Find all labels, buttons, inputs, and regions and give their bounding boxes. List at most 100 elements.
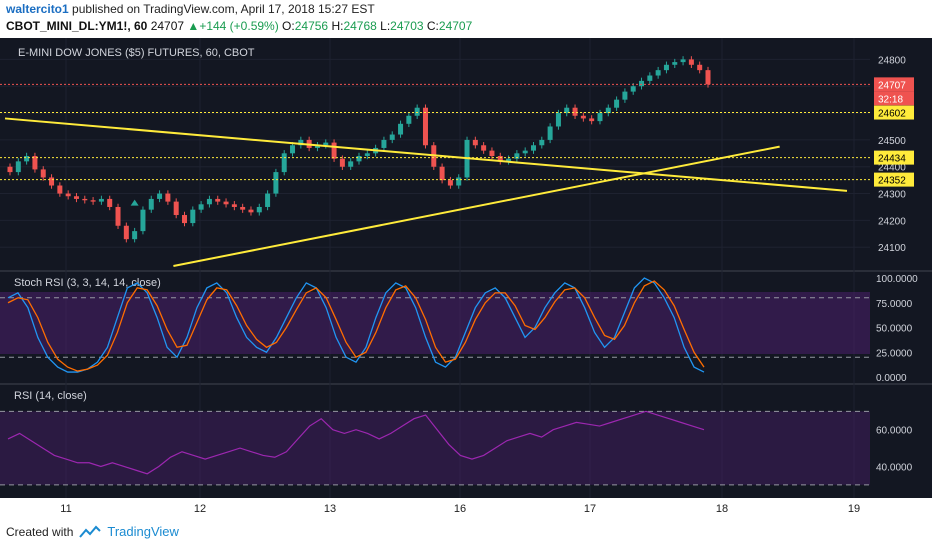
candle	[564, 107, 570, 114]
candle	[215, 198, 221, 202]
open-value: 24756	[294, 19, 329, 33]
candle	[422, 107, 428, 146]
candle	[356, 156, 362, 162]
price-tick-label: 24500	[878, 136, 906, 147]
tradingview-logo-icon	[79, 525, 102, 538]
candle	[290, 145, 296, 154]
candle	[514, 153, 520, 159]
high-label: H:	[331, 19, 344, 33]
x-tick-label: 18	[716, 503, 728, 515]
candle	[414, 107, 420, 116]
candle	[506, 158, 512, 162]
rsi-label: RSI (14, close)	[14, 390, 87, 402]
candle	[73, 196, 79, 199]
candle	[680, 59, 686, 63]
candle	[688, 59, 694, 65]
price-label: 24707	[878, 80, 906, 91]
price-label-box	[874, 150, 914, 165]
trendline	[4, 117, 848, 192]
candle	[630, 86, 636, 92]
x-tick-label: 16	[454, 503, 466, 515]
price-label: 24602	[878, 109, 906, 120]
candle	[57, 185, 63, 194]
candle	[123, 225, 129, 240]
high-value: 24768	[343, 19, 377, 33]
candle	[182, 215, 187, 224]
trendline	[173, 145, 780, 267]
candle	[248, 209, 254, 213]
symbol-line: CBOT_MINI_DL:YM1!, 60 24707 ▲+144 (+0.59…	[6, 19, 472, 33]
candle	[132, 231, 138, 240]
candle	[705, 70, 711, 85]
stoch-tick-label: 0.0000	[876, 373, 907, 384]
tradingview-brand[interactable]: TradingView	[107, 524, 179, 539]
created-with-text: Created with	[6, 524, 74, 539]
price-label: 24352	[878, 176, 906, 187]
candle	[605, 107, 611, 114]
stoch-d-line	[7, 280, 705, 372]
candle	[206, 198, 212, 205]
candle	[398, 123, 404, 135]
stoch-tick-label: 100.0000	[876, 274, 918, 285]
author-name[interactable]: waltercito1	[6, 2, 69, 16]
candle	[555, 113, 561, 127]
stoch-tick-label: 75.0000	[876, 299, 913, 310]
candle	[7, 166, 13, 173]
rsi-tick-label: 40.0000	[876, 462, 913, 473]
candle	[49, 177, 55, 186]
last-price: 24707	[150, 19, 185, 33]
rsi-line	[7, 410, 705, 475]
candle	[40, 169, 46, 178]
price-label-box	[874, 91, 914, 106]
chart-background	[0, 38, 932, 498]
candle	[364, 153, 370, 156]
candle	[481, 145, 487, 151]
candle	[240, 206, 246, 210]
candle	[165, 193, 171, 202]
candle	[323, 142, 329, 146]
stoch-tick-label: 25.0000	[876, 348, 913, 359]
candle	[273, 172, 279, 194]
price-label-box	[874, 172, 914, 187]
candle	[597, 113, 603, 122]
price-label: 32:18	[878, 94, 903, 105]
candle	[231, 204, 237, 207]
candle	[663, 64, 669, 71]
candle	[157, 193, 163, 199]
candle	[647, 75, 653, 81]
price-change: +144 (+0.59%)	[199, 19, 279, 33]
up-arrow-icon: ▲	[187, 19, 200, 33]
candle	[614, 99, 620, 108]
candle	[32, 156, 38, 170]
published-text: published on TradingView.com, April 17, …	[72, 2, 375, 16]
price-tick-label: 24800	[878, 55, 906, 66]
price-tick-label: 24200	[878, 216, 906, 227]
candle	[148, 198, 154, 210]
candle	[198, 204, 204, 210]
trading-chart[interactable]: 11 12 13 16 17 18 19 24100 24200 24300 24400 24500 2…	[0, 38, 932, 518]
candle	[256, 206, 262, 213]
candle	[639, 80, 645, 87]
candle	[15, 161, 21, 173]
candle	[348, 161, 354, 167]
candle	[655, 70, 661, 76]
candle	[580, 115, 586, 119]
x-tick-label: 12	[194, 503, 206, 515]
candle	[265, 193, 271, 207]
candle	[572, 107, 578, 116]
stoch-band	[0, 292, 870, 354]
stoch-k-line	[7, 277, 705, 373]
close-value: 24707	[438, 19, 473, 33]
candle	[381, 139, 387, 148]
candle	[406, 115, 412, 124]
low-label: L:	[380, 19, 391, 33]
candle	[539, 139, 545, 146]
candle	[90, 200, 96, 202]
rsi-band	[0, 411, 870, 485]
footer: Created with TradingView	[6, 524, 179, 539]
candle	[589, 118, 595, 122]
candle	[547, 126, 553, 140]
candle	[439, 166, 445, 181]
candle	[339, 158, 345, 167]
candle	[115, 206, 121, 226]
